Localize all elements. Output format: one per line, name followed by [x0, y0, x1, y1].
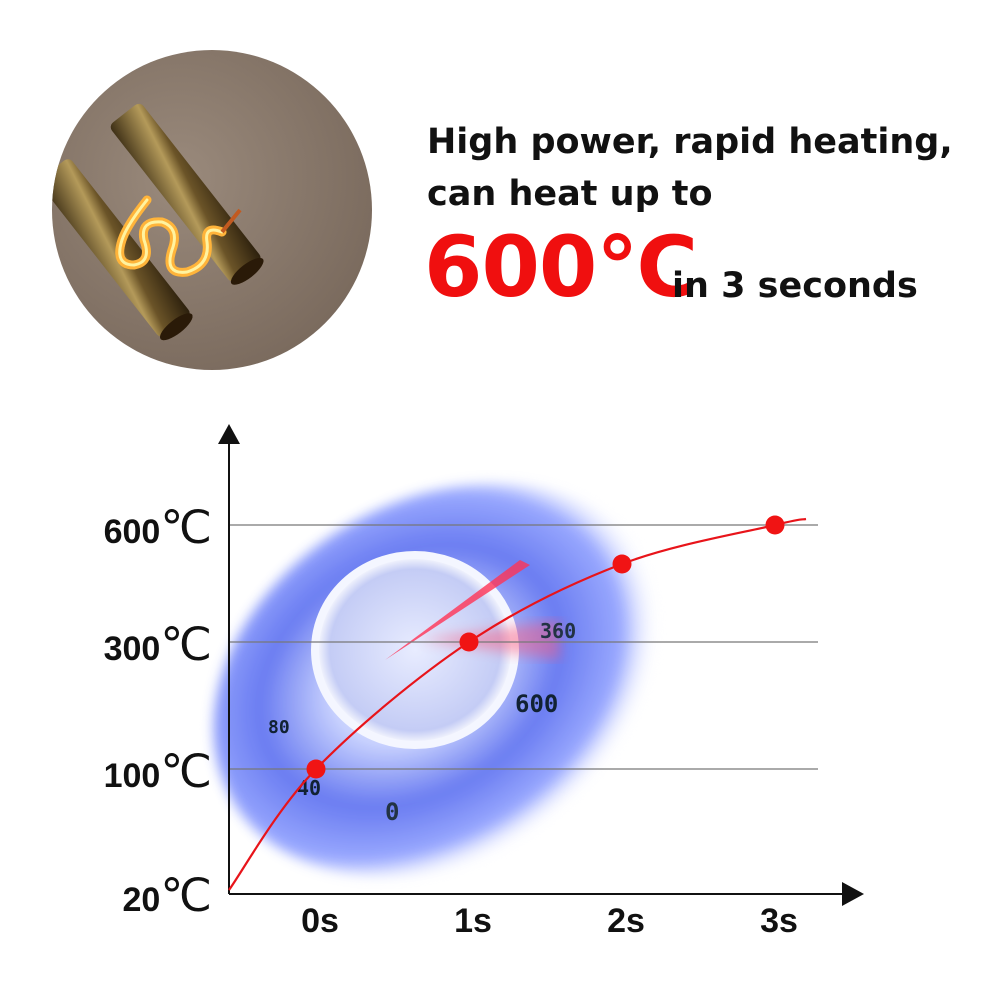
- y-tick-label: 100℃: [104, 745, 212, 797]
- speedometer-background: 600 360 80 40 0: [213, 483, 667, 877]
- heating-wire-illustration: [52, 103, 264, 341]
- y-tick-label: 20℃: [123, 869, 213, 921]
- x-tick-label: 2s: [607, 902, 645, 940]
- svg-text:600: 600: [515, 690, 558, 718]
- headline-line-1: High power, rapid heating,: [427, 122, 953, 162]
- svg-text:0: 0: [385, 798, 399, 826]
- headline-tail: in 3 seconds: [672, 266, 918, 306]
- gridlines: [229, 524, 818, 770]
- x-tick-label: 0s: [301, 902, 339, 940]
- svg-text:40: 40: [297, 776, 321, 800]
- y-tick-label: 600℃: [104, 501, 212, 553]
- headline: High power, rapid heating, can heat up t…: [427, 116, 953, 220]
- temperature-highlight: 600℃: [424, 218, 698, 316]
- svg-text:80: 80: [268, 717, 290, 738]
- data-point: [612, 554, 632, 574]
- x-tick-label: 3s: [760, 902, 798, 940]
- svg-text:360: 360: [540, 619, 576, 643]
- series-line: [228, 517, 807, 891]
- y-axis-arrow-icon: [218, 424, 240, 444]
- heating-element-photo: [52, 50, 372, 370]
- y-tick-label: 300℃: [104, 618, 212, 670]
- x-tick-label: 1s: [454, 902, 492, 940]
- headline-line-2: can heat up to: [427, 174, 713, 214]
- x-axis-arrow-icon: [842, 882, 864, 906]
- data-point: [765, 515, 785, 535]
- data-point: [459, 632, 479, 652]
- data-point: [306, 759, 326, 779]
